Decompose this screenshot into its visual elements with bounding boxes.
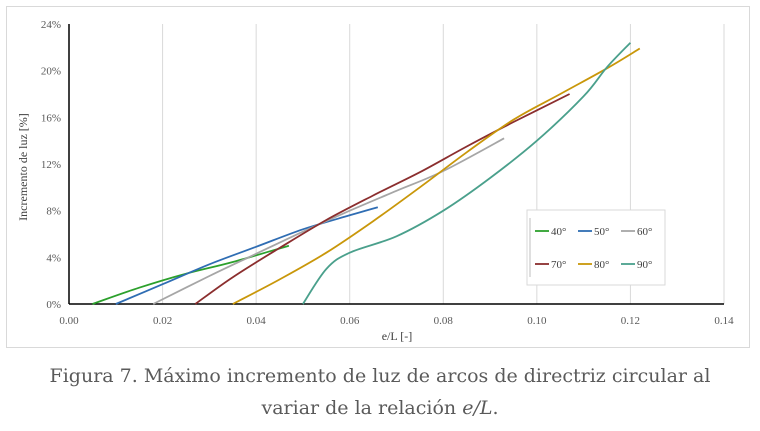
- grid-lines: [162, 24, 725, 304]
- series-line-3: [152, 137, 505, 305]
- figure-caption: Figura 7. Máximo incremento de luz de ar…: [0, 360, 760, 424]
- y-tick-label: 16%: [41, 112, 61, 124]
- legend-box: [526, 209, 666, 286]
- legend-label: 80°: [594, 259, 609, 271]
- chart-frame: 0.00 0.02 0.04 0.06 0.08 0.10 0.12 0.14 0% 4% 8% 12…: [6, 6, 750, 348]
- legend-label: 90°: [637, 259, 652, 271]
- caption-math: e/L: [462, 397, 493, 419]
- caption-line-1: Figura 7. Máximo incremento de luz de ar…: [49, 365, 711, 387]
- y-tick-label: 4%: [46, 252, 61, 264]
- series-line-6: [302, 42, 632, 305]
- x-tick-label: 0.02: [153, 315, 172, 327]
- y-tick-label: 24%: [41, 19, 61, 31]
- legend-label: 50°: [594, 226, 609, 238]
- y-tick-label: 0%: [46, 299, 61, 311]
- x-axis-title: e/L [-]: [382, 329, 413, 343]
- y-tick-label: 8%: [46, 206, 61, 218]
- series-lines: [92, 42, 641, 305]
- x-tick-label: 0.10: [527, 315, 547, 327]
- y-axis-title: Incremento de luz [%]: [16, 113, 30, 221]
- legend-label: 40°: [551, 226, 566, 238]
- caption-line-2-end: .: [492, 397, 499, 419]
- x-tick-label: 0.06: [340, 315, 360, 327]
- x-tick-label: 0.14: [714, 315, 734, 327]
- x-tick-label: 0.08: [434, 315, 454, 327]
- x-tick-label: 0.00: [59, 315, 79, 327]
- y-tick-label: 20%: [41, 66, 61, 78]
- series-line-4: [194, 93, 571, 305]
- caption-line-2-text: variar de la relación: [261, 397, 463, 419]
- x-tick-label: 0.04: [247, 315, 267, 327]
- legend-label: 70°: [551, 259, 566, 271]
- x-tick-label: 0.12: [621, 315, 640, 327]
- y-tick-label: 12%: [41, 159, 61, 171]
- series-line-2: [115, 206, 379, 305]
- line-chart: 0.00 0.02 0.04 0.06 0.08 0.10 0.12 0.14 0% 4% 8% 12…: [16, 19, 734, 343]
- series-line-5: [232, 47, 641, 305]
- legend-label: 60°: [637, 226, 652, 238]
- tick-labels: 0.00 0.02 0.04 0.06 0.08 0.10 0.12 0.14 0% 4% 8% 12…: [41, 19, 734, 327]
- legend: 40° 50° 60° 70° 80° 90°: [526, 209, 666, 286]
- series-line-1: [92, 244, 290, 305]
- caption-line-2: variar de la relación e/L.: [0, 392, 760, 424]
- axes: [68, 24, 724, 305]
